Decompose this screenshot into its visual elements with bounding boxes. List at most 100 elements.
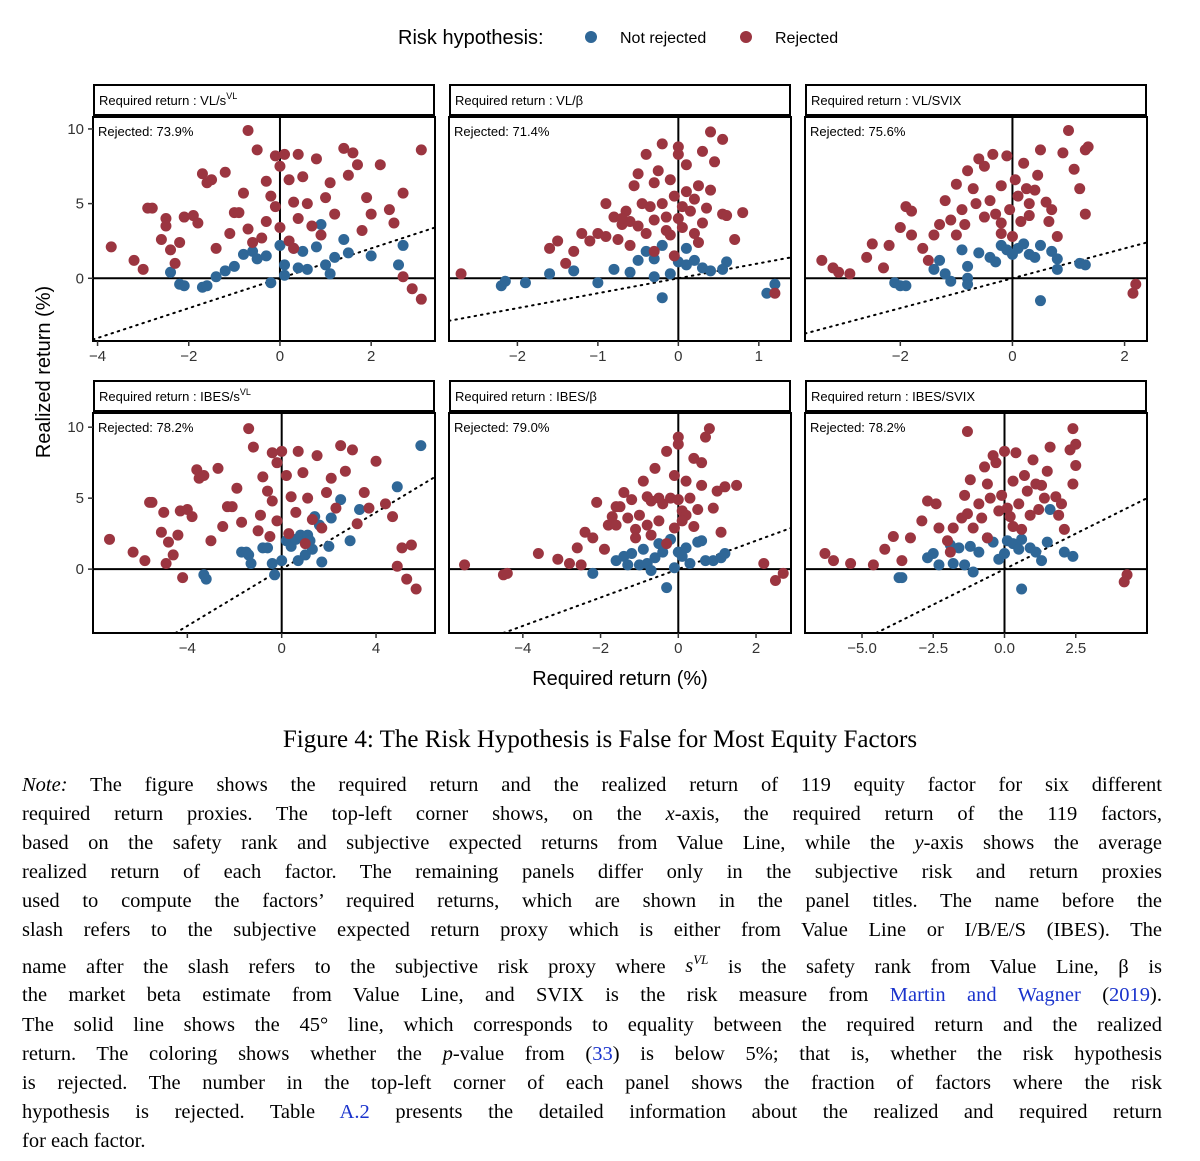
point-rejected xyxy=(906,229,918,241)
x-tick-label: −2 xyxy=(509,348,526,365)
point-rejected xyxy=(962,165,974,177)
point-rejected xyxy=(956,204,968,216)
point-rejected xyxy=(162,536,174,548)
point-rejected xyxy=(269,201,281,213)
point-not-rejected xyxy=(1029,251,1041,263)
point-rejected xyxy=(160,220,172,232)
point-not-rejected xyxy=(680,542,692,554)
equation-33-link[interactable]: 33 xyxy=(592,1042,613,1065)
point-not-rejected xyxy=(676,550,688,562)
point-not-rejected xyxy=(592,277,604,289)
point-not-rejected xyxy=(1034,295,1046,307)
point-rejected xyxy=(916,515,928,527)
point-rejected xyxy=(247,236,259,248)
point-rejected xyxy=(374,159,386,171)
point-rejected xyxy=(165,244,177,256)
point-rejected xyxy=(964,474,976,486)
rejected-share-label: Rejected: 79.0% xyxy=(454,420,550,435)
table-a2-link[interactable]: A.2 xyxy=(339,1100,370,1123)
figure-caption-title: Figure 4: The Risk Hypothesis is False f… xyxy=(282,726,918,753)
point-not-rejected xyxy=(266,557,278,569)
point-not-rejected xyxy=(624,266,636,278)
point-not-rejected xyxy=(656,292,668,304)
x-tick-label: −2 xyxy=(892,348,909,365)
note-text: The figure shows the required return and… xyxy=(67,774,1162,796)
point-rejected xyxy=(1023,210,1035,222)
point-rejected xyxy=(656,138,668,150)
point-rejected xyxy=(568,245,580,257)
point-not-rejected xyxy=(769,278,781,290)
point-not-rejected xyxy=(900,280,912,292)
point-rejected xyxy=(1027,454,1039,466)
martin-wagner-year-link[interactable]: 2019 xyxy=(1109,984,1151,1007)
panel-frame xyxy=(448,116,792,342)
point-rejected xyxy=(598,543,610,555)
legend-marker-rejected xyxy=(740,31,752,43)
point-rejected xyxy=(630,523,642,535)
point-not-rejected xyxy=(279,269,291,281)
point-not-rejected xyxy=(297,245,309,257)
point-rejected xyxy=(828,555,839,567)
point-rejected xyxy=(867,559,879,571)
point-rejected xyxy=(290,506,302,518)
point-rejected xyxy=(329,208,341,220)
point-rejected xyxy=(560,257,572,269)
point-rejected xyxy=(356,224,368,236)
reference-line-45deg xyxy=(805,241,1147,335)
point-rejected xyxy=(990,457,1002,469)
point-rejected xyxy=(283,528,295,540)
x-tick-label: −4 xyxy=(179,640,196,657)
note-line: hypothesis is rejected. Table A.2 presen… xyxy=(22,1098,1162,1127)
point-rejected xyxy=(993,505,1005,517)
point-rejected xyxy=(906,205,918,217)
point-not-rejected xyxy=(397,239,409,251)
note-line: required return proxies. The top-left co… xyxy=(22,803,1162,826)
point-rejected xyxy=(584,235,596,247)
y-axis-title: Realized return (%) xyxy=(33,286,55,458)
point-rejected xyxy=(269,150,281,162)
reference-line-45deg xyxy=(502,526,791,633)
svl-symbol: sVL xyxy=(685,952,709,978)
point-not-rejected xyxy=(626,548,638,560)
point-rejected xyxy=(274,222,286,234)
point-rejected xyxy=(688,521,700,533)
point-rejected xyxy=(950,178,962,190)
point-rejected xyxy=(1056,498,1067,510)
panel-strip-label: Required return : IBES/β xyxy=(455,389,597,404)
point-rejected xyxy=(1015,216,1027,228)
x-tick-label: 2 xyxy=(1120,348,1128,365)
point-not-rejected xyxy=(228,260,240,272)
point-rejected xyxy=(231,482,243,494)
point-rejected xyxy=(692,504,704,516)
point-rejected xyxy=(967,522,979,534)
x-tick-label: 4 xyxy=(372,640,380,657)
point-rejected xyxy=(177,572,189,584)
point-not-rejected xyxy=(947,557,959,569)
x-tick-label: −2.5 xyxy=(918,640,948,657)
x-tick-label: 1 xyxy=(755,348,763,365)
y-tick-label: 0 xyxy=(76,561,84,578)
point-not-rejected xyxy=(896,572,908,584)
point-rejected xyxy=(661,538,673,550)
point-rejected xyxy=(146,202,158,214)
point-rejected xyxy=(1038,492,1050,504)
point-rejected xyxy=(1040,196,1052,208)
point-rejected xyxy=(186,511,198,523)
point-rejected xyxy=(1023,198,1035,210)
point-rejected xyxy=(729,233,741,245)
point-rejected xyxy=(934,219,946,231)
legend-title: Risk hypothesis: xyxy=(398,27,544,49)
point-rejected xyxy=(192,217,204,229)
point-not-rejected xyxy=(761,287,773,299)
point-rejected xyxy=(883,239,895,251)
point-rejected xyxy=(648,245,660,257)
note-line: The solid line shows the 45° line, which… xyxy=(22,1013,1162,1036)
point-rejected xyxy=(661,445,673,457)
point-rejected xyxy=(325,472,337,484)
point-not-rejected xyxy=(648,271,660,283)
martin-wagner-link[interactable]: Martin and Wagner xyxy=(889,984,1081,1007)
point-rejected xyxy=(600,230,612,242)
point-rejected xyxy=(933,522,945,534)
point-not-rejected xyxy=(210,271,222,283)
point-not-rejected xyxy=(953,542,965,554)
